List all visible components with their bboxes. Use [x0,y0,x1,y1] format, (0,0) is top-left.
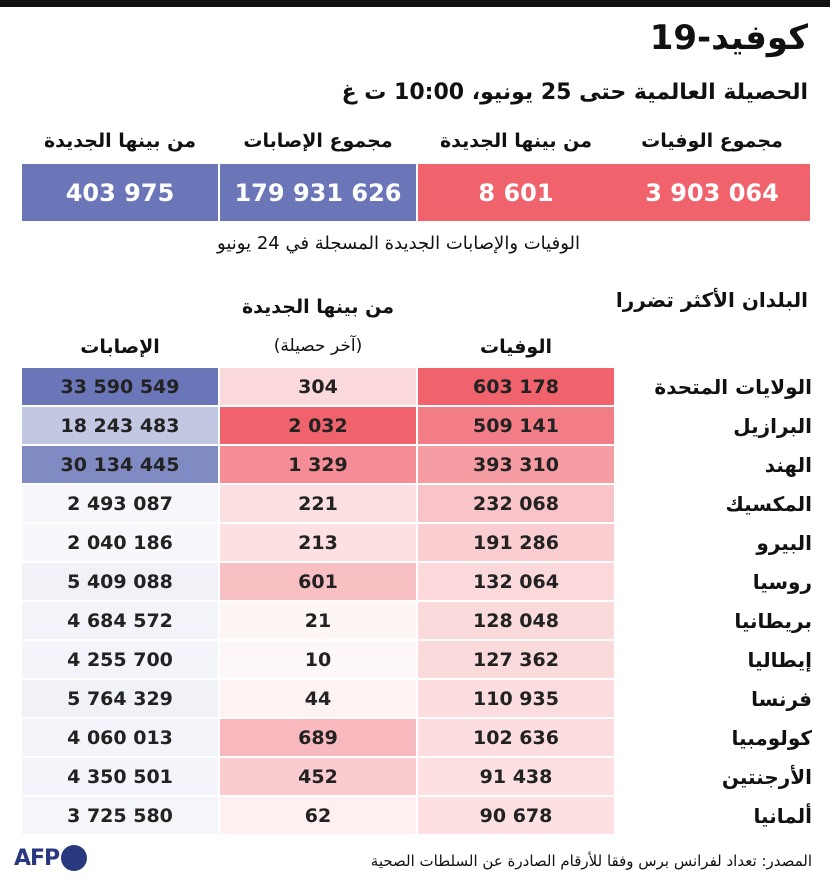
new-deaths-cell: 304 [220,368,416,405]
deaths-cell: 132 064 [418,563,614,600]
new-deaths-cell: 10 [220,641,416,678]
new-deaths-cell: 21 [220,602,416,639]
cases-cell: 4 350 501 [22,758,218,795]
new-cases-label: من بينها الجديدة [43,130,197,152]
deaths-cell: 509 141 [418,407,614,444]
new-deaths-label: من بينها الجديدة [439,130,593,152]
countries-table: الولايات المتحدة 603 178 304 33 590 549 البر… [0,368,830,836]
country-name: الأرجنتين [721,764,812,789]
col-header-new-sub: (آخر حصيلة) [273,336,363,356]
table-row: فرنسا 110 935 44 5 764 329 [0,680,830,719]
table-row: كولومبيا 102 636 689 4 060 013 [0,719,830,758]
deaths-cell: 603 178 [418,368,614,405]
cases-cell: 4 255 700 [22,641,218,678]
top-bar [0,0,830,7]
country-name: الولايات المتحدة [654,374,812,399]
deaths-cell: 393 310 [418,446,614,483]
table-row: الهند 393 310 1 329 30 134 445 [0,446,830,485]
table-row: الأرجنتين 91 438 452 4 350 501 [0,758,830,797]
new-deaths-cell: 1 329 [220,446,416,483]
country-name: المكسيك [725,491,812,516]
table-row: بريطانيا 128 048 21 4 684 572 [0,602,830,641]
country-name: البرازيل [733,413,812,438]
table-row: الولايات المتحدة 603 178 304 33 590 549 [0,368,830,407]
country-name: ألمانيا [753,803,812,828]
deaths-cell: 91 438 [418,758,614,795]
deaths-cell: 110 935 [418,680,614,717]
page-subtitle: الحصيلة العالمية حتى 25 يونيو، 10:00 ت غ [341,80,808,105]
new-deaths-cell: 213 [220,524,416,561]
col-header-cases: الإصابات [80,336,160,358]
deaths-cell: 127 362 [418,641,614,678]
country-name: الهند [764,452,812,477]
new-deaths-cell: 452 [220,758,416,795]
new-counts-note: الوفيات والإصابات الجديدة المسجلة في 24 … [217,233,580,254]
country-name: إيطاليا [747,647,812,672]
total-cases-value: 179 931 626 [220,164,416,221]
new-deaths-cell: 2 032 [220,407,416,444]
deaths-cell: 128 048 [418,602,614,639]
new-deaths-cell: 62 [220,797,416,834]
cases-cell: 4 060 013 [22,719,218,756]
total-deaths-label: مجموع الوفيات [641,130,783,152]
table-row: روسيا 132 064 601 5 409 088 [0,563,830,602]
source-note: المصدر: تعداد لفرانس برس وفقا للأرقام ال… [370,852,812,870]
total-cases-label: مجموع الإصابات [243,130,393,152]
country-name: روسيا [752,569,812,594]
cases-cell: 33 590 549 [22,368,218,405]
deaths-cell: 102 636 [418,719,614,756]
table-row: ألمانيا 90 678 62 3 725 580 [0,797,830,836]
cases-cell: 18 243 483 [22,407,218,444]
country-name: بريطانيا [734,608,812,633]
deaths-cell: 191 286 [418,524,614,561]
countries-section-title: البلدان الأكثر تضررا [615,288,808,312]
cases-cell: 5 764 329 [22,680,218,717]
new-deaths-cell: 601 [220,563,416,600]
page-title: كوفيد-19 [649,18,808,58]
afp-logo: AFP [14,845,88,871]
deaths-cell: 232 068 [418,485,614,522]
country-name: كولومبيا [731,725,812,750]
table-row: إيطاليا 127 362 10 4 255 700 [0,641,830,680]
table-row: البيرو 191 286 213 2 040 186 [0,524,830,563]
country-name: البيرو [756,530,812,555]
new-cases-value: 403 975 [22,164,218,221]
cases-cell: 2 493 087 [22,485,218,522]
afp-logo-icon [61,845,88,871]
cases-cell: 4 684 572 [22,602,218,639]
cases-cell: 3 725 580 [22,797,218,834]
new-deaths-cell: 44 [220,680,416,717]
cases-cell: 2 040 186 [22,524,218,561]
col-header-deaths: الوفيات [480,336,552,358]
table-row: البرازيل 509 141 2 032 18 243 483 [0,407,830,446]
country-name: فرنسا [751,686,812,711]
total-deaths-value: 3 903 064 [614,164,810,221]
new-deaths-value: 8 601 [418,164,614,221]
new-deaths-cell: 689 [220,719,416,756]
cases-cell: 30 134 445 [22,446,218,483]
table-row: المكسيك 232 068 221 2 493 087 [0,485,830,524]
new-deaths-cell: 221 [220,485,416,522]
deaths-cell: 90 678 [418,797,614,834]
afp-logo-text: AFP [14,845,60,871]
col-header-new: من بينها الجديدة [241,296,395,318]
cases-cell: 5 409 088 [22,563,218,600]
